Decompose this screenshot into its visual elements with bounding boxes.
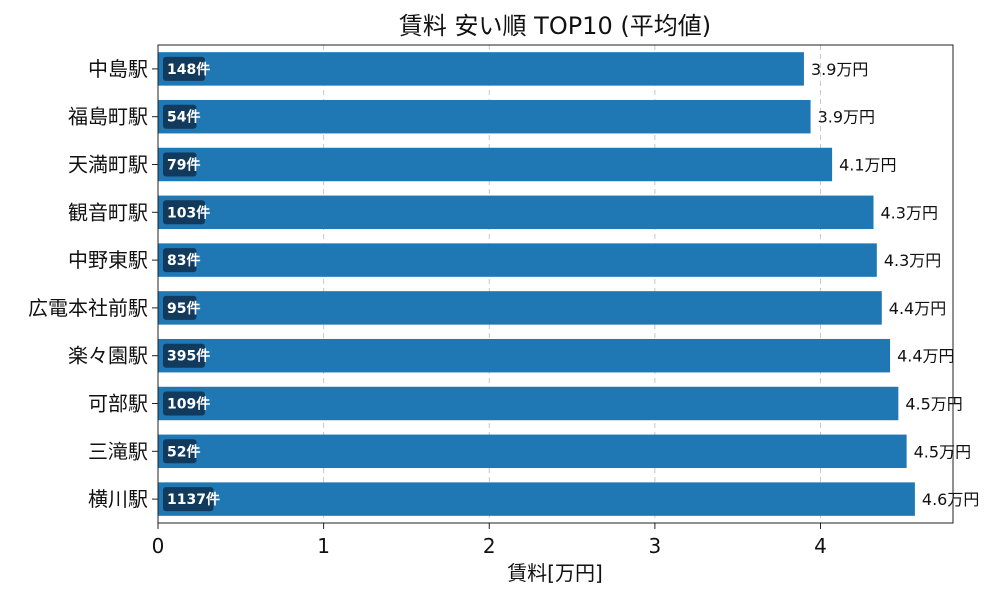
bars [158, 52, 915, 516]
x-tick-label: 0 [152, 534, 165, 558]
y-tick-label: 広電本社前駅 [28, 296, 148, 320]
x-tick-label: 3 [649, 534, 662, 558]
count-badge [163, 104, 197, 129]
value-label: 3.9万円 [811, 60, 868, 79]
count-badge [163, 439, 197, 464]
bar [158, 52, 804, 86]
bar [158, 291, 882, 325]
count-badge [163, 248, 197, 273]
count-label: 79件 [167, 157, 200, 174]
y-tick-label: 楽々園駅 [68, 344, 148, 368]
bar [158, 195, 874, 230]
value-label: 4.4万円 [889, 299, 946, 318]
axes: 0 1 2 3 4 中島駅福島町駅天満町駅観音町駅中野東駅広電本社前駅楽々園駅可部駅三滝駅… [28, 57, 827, 558]
y-tick-label: 横川駅 [88, 487, 148, 511]
chart-title: 賃料 安い順 TOP10 (平均値) [399, 12, 711, 40]
value-label: 4.4万円 [897, 347, 954, 366]
count-label: 54件 [167, 109, 200, 126]
value-label: 4.5万円 [905, 395, 962, 414]
count-badge [163, 343, 205, 368]
bar [158, 386, 899, 421]
count-label: 1137件 [167, 491, 220, 508]
bar [158, 243, 877, 277]
value-label: 4.1万円 [839, 156, 896, 175]
value-label: 4.6万円 [922, 490, 979, 509]
bar [158, 147, 833, 182]
count-badge [163, 487, 214, 512]
x-tick-label: 2 [483, 534, 496, 558]
bar [158, 338, 891, 373]
plot-frame [157, 44, 954, 524]
count-badge [163, 200, 205, 225]
y-tick-label: 可部駅 [88, 392, 148, 416]
bar [158, 434, 907, 469]
count-label: 103件 [167, 204, 210, 221]
count-label: 52件 [167, 443, 200, 460]
y-tick-label: 観音町駅 [68, 200, 148, 224]
y-tick-label: 福島町駅 [68, 105, 148, 129]
x-axis-label: 賃料[万円] [507, 561, 603, 585]
y-tick-label: 天満町駅 [68, 153, 148, 177]
count-badge [163, 56, 205, 81]
count-label: 148件 [167, 61, 210, 78]
count-badge [163, 295, 197, 320]
y-tick-label: 中野東駅 [68, 248, 148, 272]
y-tick-label: 三滝駅 [88, 439, 148, 463]
value-label: 4.3万円 [884, 251, 941, 270]
count-label: 95件 [167, 300, 200, 317]
count-badge [163, 152, 197, 177]
bar [158, 482, 915, 516]
value-label: 3.9万円 [818, 108, 875, 127]
bar [158, 99, 811, 134]
x-tick-label: 1 [317, 534, 330, 558]
value-label: 4.3万円 [881, 203, 938, 222]
count-label: 83件 [167, 252, 200, 269]
count-badge [163, 391, 205, 416]
count-label: 109件 [167, 396, 210, 413]
value-label: 4.5万円 [914, 442, 971, 461]
y-tick-label: 中島駅 [88, 57, 148, 81]
count-label: 395件 [167, 348, 210, 365]
labels: 3.9万円 148件 3.9万円 54件 4.1万円 79件 4.3万円 103件 4.3万円 8… [163, 56, 979, 512]
x-tick-label: 4 [814, 534, 827, 558]
